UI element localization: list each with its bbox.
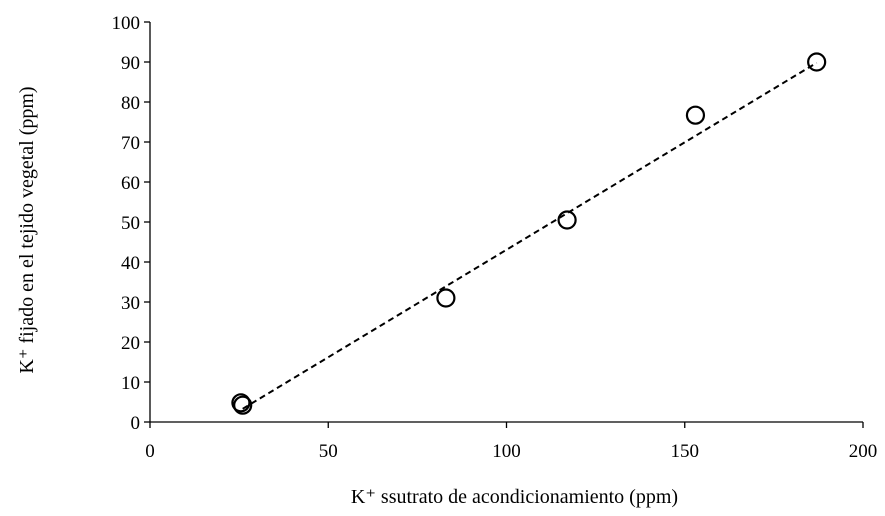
axes: [149, 22, 863, 423]
y-tick-label: 0: [131, 413, 141, 434]
data-point: [233, 395, 253, 415]
x-tick-label: 0: [145, 441, 155, 462]
y-tick-label: 80: [121, 93, 140, 114]
y-axis-title: K⁺ fijado en el tejido vegetal (ppm): [16, 86, 38, 373]
y-tick-label: 60: [121, 173, 140, 194]
data-point: [685, 105, 706, 125]
x-axis-title: K⁺ ssutrato de acondicionamiento (ppm): [351, 486, 678, 508]
y-tick-label: 70: [121, 133, 140, 154]
y-axis-ticks: 0 10 20 30 40 50 60 70 80 90 100: [112, 13, 150, 434]
trend-line-group: [242, 61, 818, 410]
y-tick-label: 30: [121, 293, 140, 314]
x-axis-ticks: 0 50 100 150 200: [145, 422, 877, 462]
y-tick-label: 50: [121, 213, 140, 234]
x-tick-label: 200: [849, 441, 878, 462]
y-tick-label: 100: [112, 13, 141, 34]
trend-line: [242, 61, 818, 410]
x-tick-label: 50: [319, 441, 338, 462]
data-point: [807, 52, 827, 72]
y-tick-label: 10: [121, 373, 140, 394]
y-tick-label: 90: [121, 53, 140, 74]
y-tick-label: 20: [121, 333, 140, 354]
data-points: [231, 52, 827, 415]
y-tick-label: 40: [121, 253, 140, 274]
x-tick-label: 100: [492, 441, 521, 462]
data-point: [557, 210, 577, 230]
data-point: [436, 288, 456, 308]
x-tick-label: 150: [671, 441, 700, 462]
data-point: [231, 393, 251, 413]
